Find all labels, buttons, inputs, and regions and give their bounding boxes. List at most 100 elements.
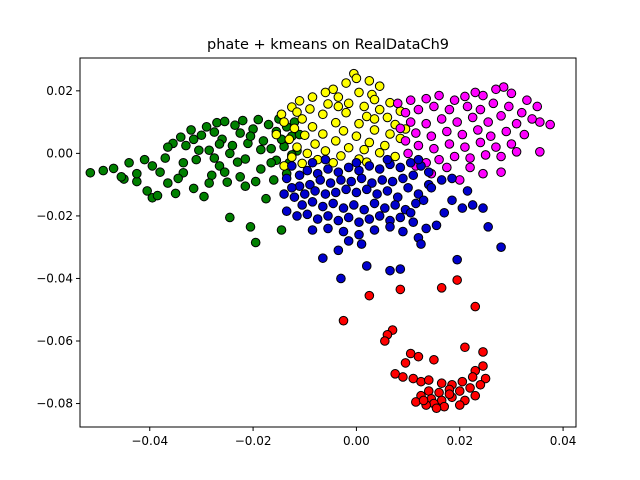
data-point <box>400 136 411 146</box>
data-point <box>227 140 238 151</box>
data-point <box>421 118 431 129</box>
data-point <box>387 176 398 187</box>
x-tick-label: 0.02 <box>446 434 473 448</box>
data-point <box>323 99 333 109</box>
data-point <box>281 173 292 184</box>
data-point <box>343 212 354 223</box>
data-point <box>108 163 119 174</box>
data-point <box>132 168 142 179</box>
data-point <box>206 170 217 181</box>
data-point <box>315 175 326 185</box>
data-point <box>408 170 419 181</box>
data-point <box>444 389 455 399</box>
data-point <box>330 117 341 128</box>
data-point <box>338 226 349 237</box>
data-point <box>496 111 506 121</box>
data-point <box>462 101 473 112</box>
data-point <box>328 198 338 209</box>
data-point <box>230 120 240 131</box>
data-point <box>354 165 364 176</box>
data-point <box>170 188 181 199</box>
data-point <box>483 117 493 127</box>
data-point <box>488 98 499 109</box>
data-point <box>163 142 173 152</box>
data-point <box>380 203 390 213</box>
data-point <box>416 239 426 249</box>
data-point <box>405 117 416 127</box>
data-point <box>343 98 354 109</box>
data-point <box>186 125 196 135</box>
data-point <box>491 84 501 95</box>
data-point <box>369 125 380 135</box>
data-point <box>421 93 431 104</box>
data-point <box>475 104 486 115</box>
data-point <box>423 167 434 177</box>
data-point <box>506 88 517 99</box>
data-point <box>444 104 455 115</box>
data-point <box>431 220 442 231</box>
data-point <box>250 237 261 248</box>
data-point <box>318 201 328 212</box>
data-point <box>318 129 328 139</box>
data-point <box>98 165 109 176</box>
data-point <box>341 184 351 195</box>
data-point <box>336 151 346 161</box>
data-point <box>132 176 142 187</box>
data-point <box>330 187 341 198</box>
data-point <box>411 397 421 407</box>
data-point <box>336 175 346 185</box>
data-point <box>281 206 292 217</box>
data-point <box>294 181 305 192</box>
y-axis: 0.02 0.00 −0.02 −0.04 −0.06 −0.08 <box>36 84 80 411</box>
data-point <box>416 376 426 387</box>
data-point <box>333 101 344 112</box>
data-point <box>380 140 390 151</box>
data-point <box>307 92 318 102</box>
data-point <box>323 223 333 234</box>
data-point <box>297 158 307 169</box>
y-tick-label: −0.04 <box>36 271 73 285</box>
data-point <box>382 186 393 196</box>
data-point <box>292 142 302 152</box>
data-point <box>318 109 328 120</box>
data-point <box>333 167 344 177</box>
data-point <box>351 131 362 141</box>
data-point <box>142 186 152 196</box>
data-point <box>175 132 186 142</box>
data-point <box>511 118 522 129</box>
data-point <box>390 200 400 210</box>
data-point <box>385 129 395 139</box>
data-point <box>382 154 393 165</box>
data-point <box>413 154 424 165</box>
data-point <box>475 137 486 148</box>
data-point <box>374 147 385 158</box>
data-point <box>263 119 274 130</box>
data-point <box>491 142 501 152</box>
data-point <box>299 189 310 199</box>
data-point <box>413 104 424 115</box>
data-point <box>457 376 468 387</box>
data-point <box>465 153 475 163</box>
data-point <box>398 226 408 237</box>
data-point <box>338 315 349 326</box>
data-point <box>194 145 204 156</box>
x-tick-label: 0.04 <box>550 434 577 448</box>
data-point <box>341 78 351 88</box>
data-point <box>338 203 349 213</box>
data-point <box>436 378 447 389</box>
data-point <box>343 142 354 153</box>
data-point <box>209 127 220 137</box>
data-point <box>496 151 506 162</box>
data-point <box>351 73 362 84</box>
data-point <box>178 157 189 168</box>
data-point <box>400 358 411 368</box>
y-tick-label: −0.02 <box>36 209 73 223</box>
data-point <box>199 191 209 202</box>
data-point <box>310 186 320 196</box>
data-point <box>367 178 377 188</box>
data-point <box>268 175 279 185</box>
data-point <box>380 336 390 346</box>
data-point <box>356 173 367 184</box>
data-point <box>398 173 408 184</box>
data-point <box>447 195 457 206</box>
